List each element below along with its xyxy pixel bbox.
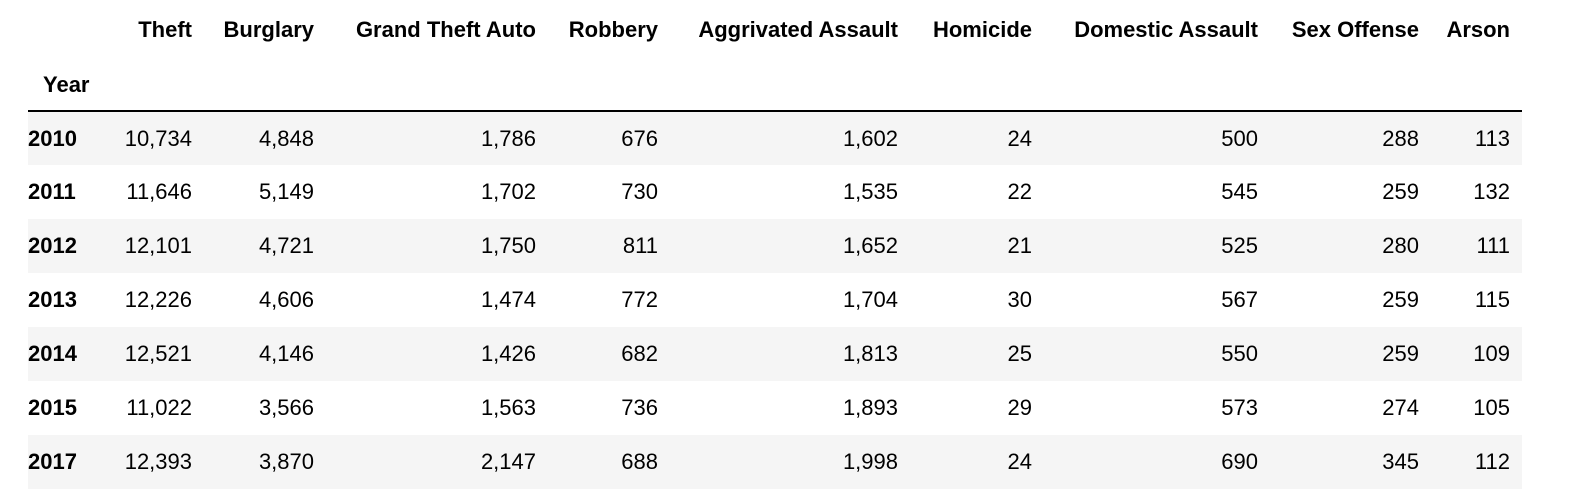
table-cell: 274 [1382, 395, 1419, 420]
table-cell: 11,022 [126, 395, 192, 420]
table-cell: 2,147 [480, 449, 536, 474]
table-cell: 30 [1007, 287, 1032, 312]
table-cell: 736 [621, 395, 658, 420]
table-cell: 525 [1221, 233, 1258, 258]
table-cell: 132 [1473, 179, 1510, 204]
column-header: Aggrivated Assault [698, 17, 898, 42]
table-cell: 22 [1007, 179, 1032, 204]
table-cell: 545 [1221, 179, 1258, 204]
table-cell: 4,606 [258, 287, 314, 312]
table-cell: 10,734 [124, 125, 192, 151]
table-cell: 5,149 [258, 179, 314, 204]
table-cell: 345 [1382, 449, 1419, 474]
table-row: 2015 11,022 3,566 1,563 736 1,893 29 573 274 105 [28, 381, 1522, 435]
table-row: 2014 12,521 4,146 1,426 682 1,813 25 550 259 109 [28, 327, 1522, 381]
table-cell: 4,721 [258, 233, 314, 258]
table-body: 2010 10,734 4,848 1,786 676 1,602 24 500 288 113 2… [28, 111, 1522, 489]
table-cell: 288 [1382, 125, 1419, 151]
table-cell: 12,393 [124, 449, 192, 474]
table-cell: 550 [1221, 341, 1258, 366]
column-header-row: Theft Burglary Grand Theft Auto Robbery … [28, 0, 1522, 60]
table-cell: 259 [1382, 179, 1419, 204]
table-cell: 688 [621, 449, 658, 474]
column-header: Theft [138, 17, 192, 42]
row-index-year: 2017 [28, 449, 77, 474]
table-cell: 1,652 [842, 233, 898, 258]
table-cell: 4,146 [258, 341, 314, 366]
table-cell: 29 [1007, 395, 1032, 420]
table-cell: 1,813 [842, 341, 898, 366]
column-header: Homicide [932, 17, 1032, 42]
row-index-year: 2013 [28, 287, 77, 312]
table-cell: 1,893 [842, 395, 898, 420]
crime-table: Theft Burglary Grand Theft Auto Robbery … [28, 0, 1522, 489]
table-cell: 1,474 [480, 287, 536, 312]
row-index-year: 2014 [28, 341, 77, 366]
column-header: Sex Offense [1291, 17, 1419, 42]
table-cell: 500 [1221, 125, 1258, 151]
table-cell: 280 [1382, 233, 1419, 258]
table-cell: 3,566 [258, 395, 314, 420]
table-cell: 1,750 [480, 233, 536, 258]
table-cell: 676 [621, 125, 658, 151]
table-cell: 567 [1221, 287, 1258, 312]
table-cell: 573 [1221, 395, 1258, 420]
column-header: Robbery [568, 17, 658, 42]
table-cell: 12,521 [124, 341, 192, 366]
table-cell: 11,646 [126, 179, 192, 204]
column-header: Domestic Assault [1074, 17, 1258, 42]
table-cell: 1,786 [480, 125, 536, 151]
table-cell: 115 [1474, 287, 1510, 312]
table-cell: 113 [1474, 125, 1510, 151]
row-index-year: 2012 [28, 233, 77, 258]
table-row: 2011 11,646 5,149 1,702 730 1,535 22 545 259 132 [28, 165, 1522, 219]
row-index-year: 2011 [28, 179, 76, 204]
column-header: Arson [1446, 17, 1510, 42]
table-cell: 12,101 [124, 233, 192, 258]
table-cell: 3,870 [258, 449, 314, 474]
table-cell: 24 [1007, 125, 1032, 151]
table-cell: 105 [1473, 395, 1510, 420]
column-header: Burglary [223, 17, 314, 42]
column-header: Grand Theft Auto [355, 17, 536, 42]
table-row: 2017 12,393 3,870 2,147 688 1,998 24 690 345 112 [28, 435, 1522, 489]
index-name-row: Year [28, 60, 1522, 112]
dataframe-container: Theft Burglary Grand Theft Auto Robbery … [28, 0, 1522, 489]
table-cell: 730 [621, 179, 658, 204]
row-index-year: 2010 [28, 125, 77, 151]
table-cell: 1,704 [842, 287, 898, 312]
table-cell: 111 [1476, 233, 1510, 258]
table-cell: 12,226 [124, 287, 192, 312]
table-cell: 259 [1382, 341, 1419, 366]
table-cell: 1,563 [480, 395, 536, 420]
table-cell: 1,702 [480, 179, 536, 204]
table-cell: 1,535 [842, 179, 898, 204]
table-cell: 109 [1473, 341, 1510, 366]
table-cell: 1,426 [480, 341, 536, 366]
table-cell: 24 [1007, 449, 1032, 474]
table-cell: 1,602 [842, 125, 898, 151]
row-index-year: 2015 [28, 395, 77, 420]
table-cell: 690 [1221, 449, 1258, 474]
table-cell: 772 [621, 287, 658, 312]
table-cell: 1,998 [842, 449, 898, 474]
table-cell: 112 [1474, 449, 1510, 474]
table-cell: 21 [1007, 233, 1032, 258]
table-row: 2010 10,734 4,848 1,786 676 1,602 24 500 288 113 [28, 111, 1522, 165]
table-cell: 4,848 [258, 125, 314, 151]
index-header-blank [28, 0, 106, 60]
table-row: 2013 12,226 4,606 1,474 772 1,704 30 567 259 115 [28, 273, 1522, 327]
table-cell: 25 [1007, 341, 1032, 366]
table-row: 2012 12,101 4,721 1,750 811 1,652 21 525 280 111 [28, 219, 1522, 273]
table-cell: 682 [621, 341, 658, 366]
table-cell: 811 [622, 233, 658, 258]
index-name-header: Year [28, 60, 106, 112]
table-cell: 259 [1382, 287, 1419, 312]
